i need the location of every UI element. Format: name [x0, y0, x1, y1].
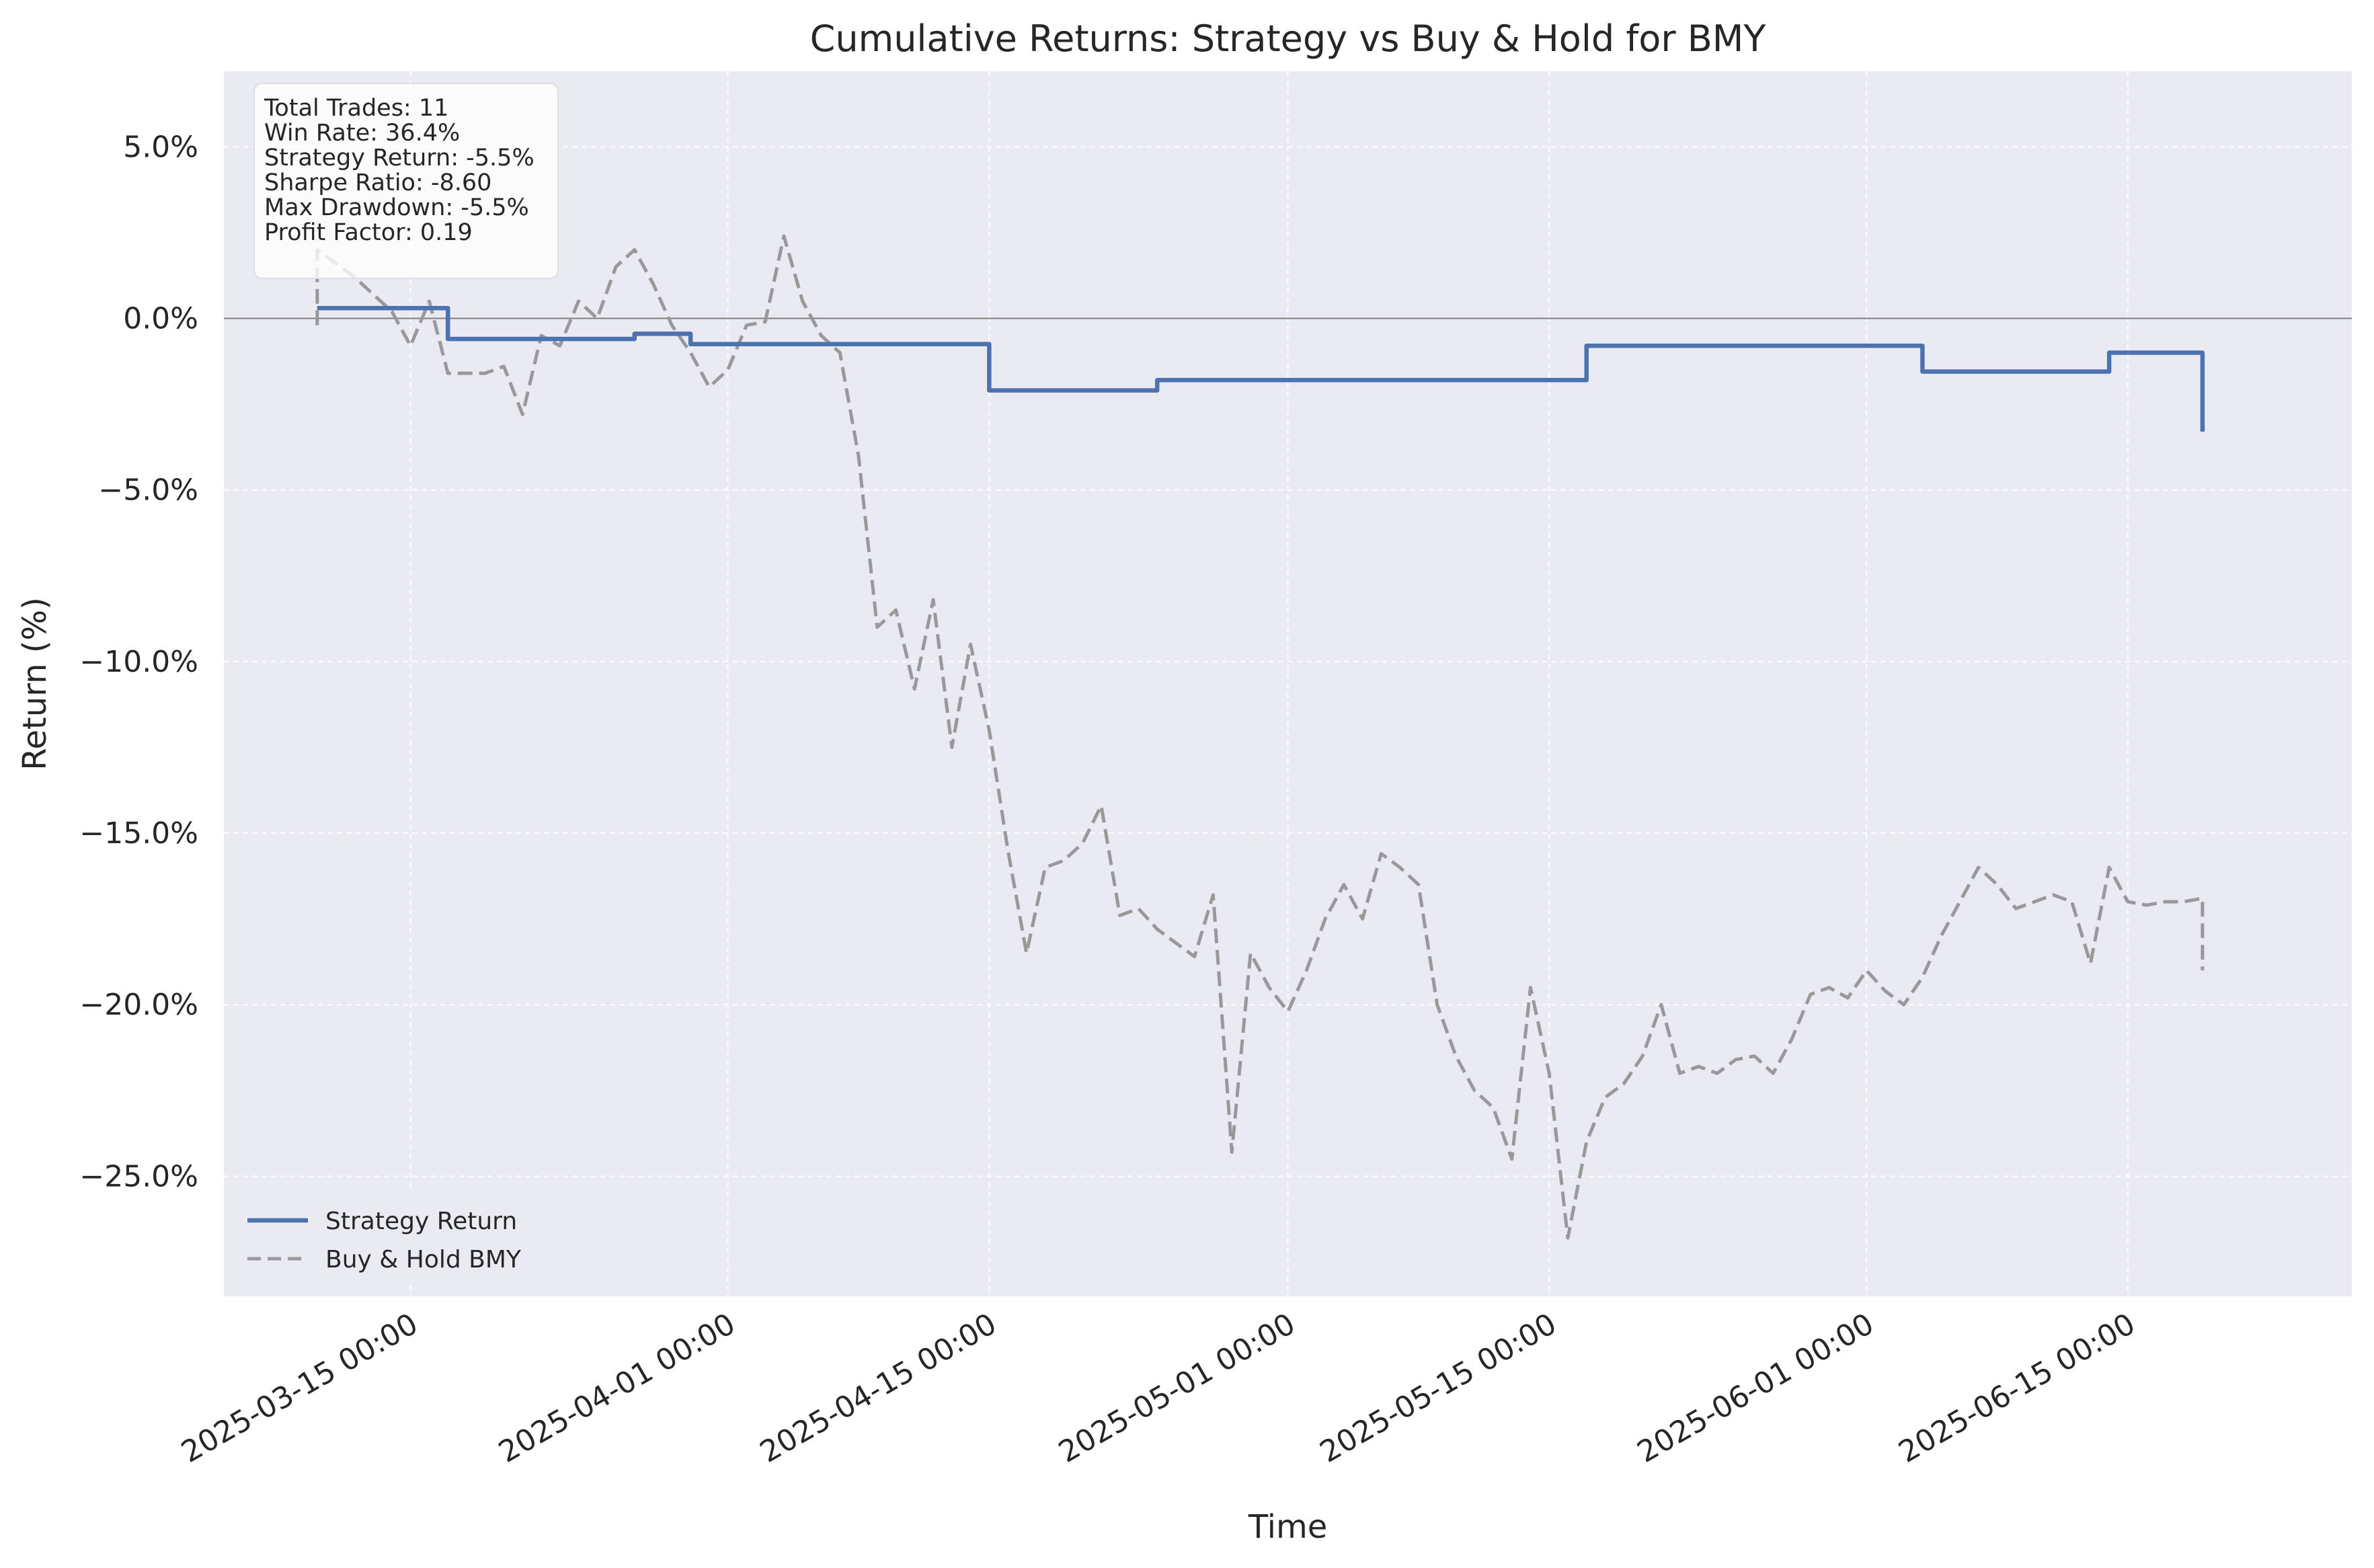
- y-tick-label: −10.0%: [79, 645, 198, 679]
- strategy-return-line: [317, 305, 2205, 432]
- stats-line: Strategy Return: -5.5%: [264, 145, 535, 171]
- legend-frame: [235, 1190, 551, 1284]
- stats-box-frame: [253, 83, 559, 279]
- stats-line: Total Trades: 11: [264, 95, 448, 122]
- x-tick-label: 2025-06-01 00:00: [1632, 1306, 1880, 1469]
- y-tick-label: 0.0%: [123, 301, 198, 336]
- x-tick-label: 2025-04-15 00:00: [754, 1306, 1002, 1469]
- x-tick-label: 2025-05-15 00:00: [1314, 1306, 1562, 1469]
- chart-title: Cumulative Returns: Strategy vs Buy & Ho…: [810, 17, 1767, 60]
- x-axis-label: Time: [1248, 1508, 1327, 1546]
- legend-entry: Strategy Return: [325, 1208, 517, 1235]
- y-tick-label: −25.0%: [79, 1159, 198, 1193]
- legend-entry: Buy & Hold BMY: [325, 1246, 522, 1273]
- x-tick-label: 2025-04-01 00:00: [493, 1306, 741, 1469]
- y-tick-label: −5.0%: [98, 473, 198, 508]
- x-tick-label: 2025-06-15 00:00: [1893, 1306, 2141, 1469]
- y-tick-labels: 5.0% 0.0% −5.0% −10.0% −15.0% −20.0% −25.0%: [79, 130, 198, 1193]
- stats-line: Sharpe Ratio: -8.60: [264, 169, 491, 196]
- stats-line: Win Rate: 36.4%: [264, 120, 460, 147]
- x-tick-label: 2025-03-15 00:00: [175, 1306, 424, 1469]
- stats-line: Profit Factor: 0.19: [264, 219, 473, 246]
- y-tick-label: 5.0%: [123, 130, 198, 164]
- y-tick-label: −15.0%: [79, 816, 198, 851]
- x-tick-label: 2025-05-01 00:00: [1053, 1306, 1301, 1469]
- stats-line: Max Drawdown: -5.5%: [264, 194, 529, 221]
- legend: Strategy Return Buy & Hold BMY: [235, 1190, 551, 1284]
- y-tick-label: −20.0%: [79, 988, 198, 1022]
- x-tick-labels: 2025-03-15 00:00 2025-04-01 00:00 2025-04-…: [175, 1306, 2141, 1469]
- series-layer: [315, 234, 2205, 1240]
- y-axis-label: Return (%): [16, 597, 54, 771]
